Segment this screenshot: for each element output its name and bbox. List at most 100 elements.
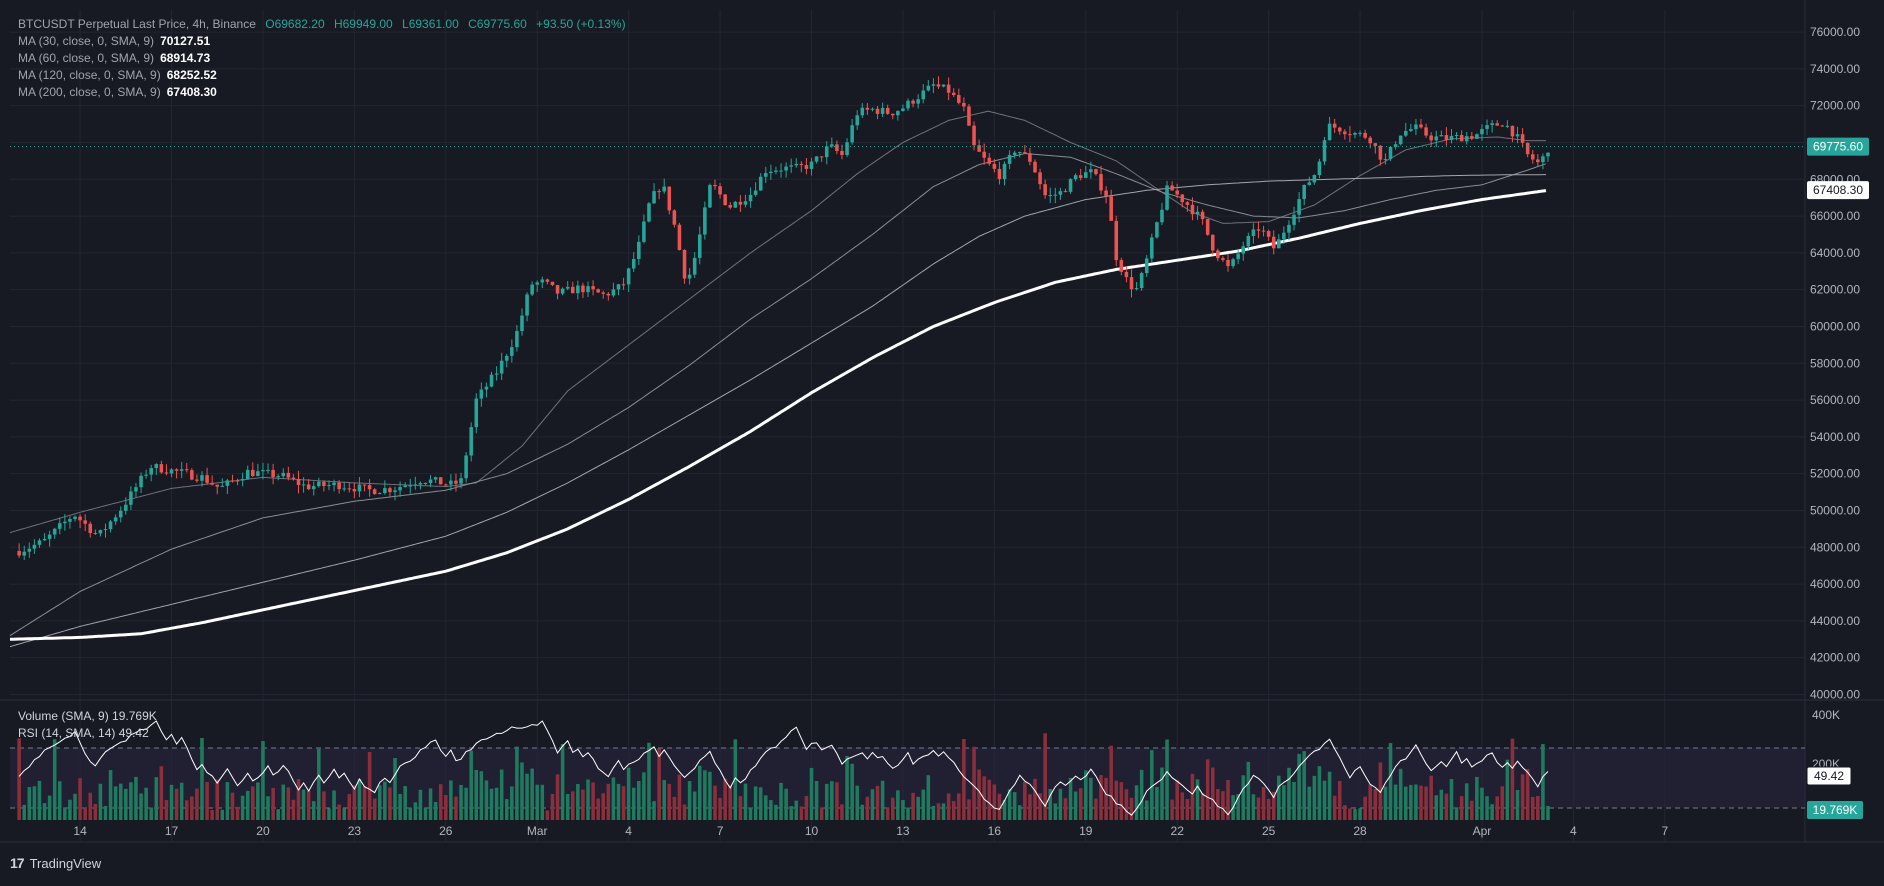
- candle-body: [1541, 156, 1545, 163]
- candle-body: [352, 488, 357, 492]
- volume-bar: [1322, 780, 1327, 820]
- volume-bar: [479, 771, 484, 820]
- candle-body: [621, 284, 626, 286]
- volume-bar: [611, 777, 616, 820]
- brand-name: TradingView: [29, 855, 102, 871]
- candle-body: [581, 285, 585, 293]
- time-tick-label: 20: [256, 824, 270, 838]
- volume-bar: [1373, 788, 1378, 820]
- candle-body: [616, 284, 621, 290]
- volume-legend[interactable]: Volume (SMA, 9) 19.769K: [18, 708, 157, 725]
- price-axis[interactable]: 76000.0074000.0072000.0070000.0068000.00…: [1806, 25, 1869, 819]
- price-pane[interactable]: [9, 76, 1805, 648]
- ma60-legend[interactable]: MA (60, close, 0, SMA, 9) 68914.73: [18, 50, 626, 67]
- volume-bar: [469, 750, 473, 820]
- candle-body: [469, 427, 473, 456]
- candle-body: [438, 477, 443, 485]
- candle-body: [362, 484, 367, 486]
- volume-bar: [1165, 739, 1169, 820]
- candle-body: [256, 471, 260, 476]
- price-tick-label: 62000.00: [1810, 283, 1860, 297]
- candle-body: [946, 84, 951, 93]
- volume-bar: [977, 769, 981, 820]
- volume-bar: [769, 800, 773, 820]
- candle-body: [489, 374, 494, 387]
- volume-bar: [22, 804, 26, 820]
- volume-bar: [1541, 744, 1545, 820]
- volume-bar: [535, 784, 540, 820]
- candle-body: [1449, 135, 1454, 141]
- volume-bar: [901, 800, 905, 820]
- candle-body: [1180, 194, 1185, 203]
- candle-body: [1348, 134, 1352, 136]
- time-tick-label: 28: [1353, 824, 1367, 838]
- candle-body: [652, 191, 656, 204]
- candle-body: [1155, 222, 1159, 238]
- volume-bar: [657, 748, 661, 820]
- candle-body: [520, 315, 524, 332]
- candle-body: [118, 510, 123, 518]
- candle-body: [1012, 152, 1017, 156]
- volume-bar: [870, 789, 875, 820]
- ma120-legend[interactable]: MA (120, close, 0, SMA, 9) 68252.52: [18, 67, 626, 84]
- volume-bar: [510, 786, 514, 820]
- candle-body: [1444, 135, 1449, 141]
- volume-bar: [1038, 793, 1042, 820]
- volume-bar: [332, 790, 336, 820]
- symbol-row[interactable]: BTCUSDT Perpetual Last Price, 4h, Binanc…: [18, 16, 626, 33]
- candle-body: [1109, 196, 1113, 221]
- volume-bar: [47, 795, 52, 820]
- candle-body: [124, 504, 128, 511]
- candle-body: [830, 144, 834, 147]
- candle-body: [997, 168, 1002, 180]
- volume-bar: [586, 779, 590, 820]
- time-tick-label: 17: [165, 824, 179, 838]
- rsi-badge[interactable]: [1806, 766, 1852, 786]
- rsi-label: RSI (14, SMA, 14): [18, 726, 116, 740]
- last-price-badge[interactable]: [1807, 137, 1869, 156]
- ma200-badge[interactable]: [1807, 181, 1869, 200]
- volume-bar: [885, 807, 890, 820]
- candle-body: [692, 257, 697, 275]
- candle-body: [1358, 132, 1362, 134]
- volume-bar: [555, 774, 560, 820]
- time-axis[interactable]: 11417202326Mar4710131619222528Apr47: [0, 824, 1668, 838]
- volume-bar: [1134, 785, 1139, 820]
- rsi-legend[interactable]: RSI (14, SMA, 14) 49.42: [18, 725, 157, 742]
- grid: [0, 0, 1884, 843]
- volume-bar: [1170, 799, 1174, 820]
- candle-body: [743, 201, 748, 205]
- candle-body: [1246, 236, 1251, 247]
- candle-body: [144, 474, 148, 476]
- volume-bar: [845, 756, 849, 820]
- volume-bar: [565, 793, 570, 820]
- volume-bar: [1363, 796, 1367, 820]
- candle-body: [1373, 143, 1378, 146]
- candle-body: [240, 479, 245, 481]
- volume-bar: [393, 757, 397, 820]
- candle-body: [1459, 134, 1464, 142]
- volume-bar: [37, 780, 42, 820]
- candle-body: [93, 532, 98, 534]
- volume-bar: [819, 807, 824, 820]
- brand-footer[interactable]: 17 TradingView: [10, 855, 101, 871]
- volume-badge[interactable]: [1807, 801, 1863, 819]
- ma200-label: MA (200, close, 0, SMA, 9): [18, 85, 161, 99]
- candle-body: [662, 186, 666, 192]
- candle-body: [220, 485, 225, 487]
- candle-body: [804, 165, 809, 169]
- ma30-legend[interactable]: MA (30, close, 0, SMA, 9) 70127.51: [18, 33, 626, 50]
- ma60-value: 68914.73: [160, 51, 211, 65]
- candle-body: [576, 285, 580, 294]
- candle-body: [1017, 152, 1022, 154]
- candle-body: [535, 282, 540, 285]
- ma200-legend[interactable]: MA (200, close, 0, SMA, 9) 67408.30: [18, 84, 626, 101]
- volume-bar: [1256, 797, 1261, 820]
- candle-body: [875, 108, 880, 114]
- volume-tick-label: 400K: [1812, 708, 1840, 722]
- indicator-pane[interactable]: [10, 720, 1805, 820]
- candle-body: [733, 201, 738, 208]
- candle-body: [1089, 169, 1093, 173]
- symbol-title[interactable]: BTCUSDT Perpetual Last Price, 4h, Binanc…: [18, 17, 256, 31]
